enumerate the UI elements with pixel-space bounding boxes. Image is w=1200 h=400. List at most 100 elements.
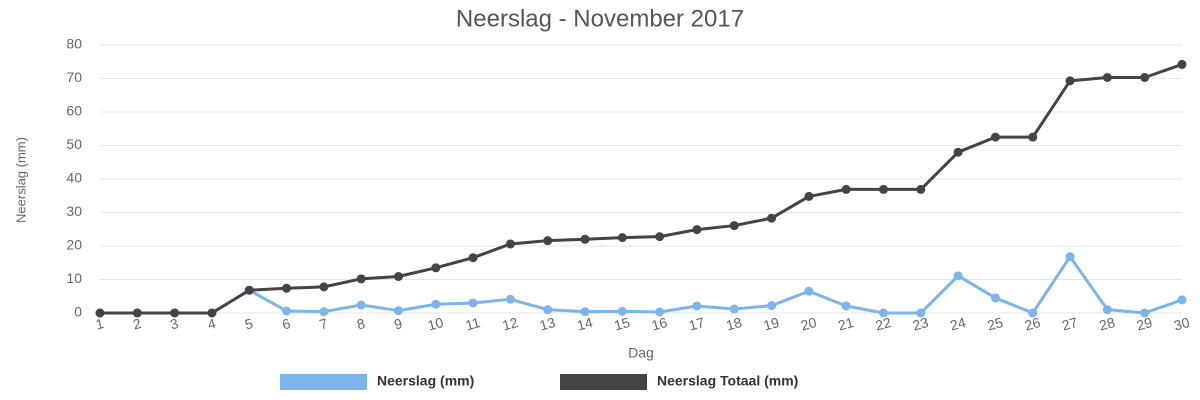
y-tick-label: 80: [66, 36, 82, 52]
x-tick-label: 10: [426, 314, 445, 334]
data-point: [393, 271, 403, 281]
data-point: [655, 232, 665, 242]
data-point: [468, 253, 478, 263]
data-point: [207, 308, 217, 318]
data-point: [804, 286, 814, 296]
legend-symbol[interactable]: [560, 374, 647, 390]
x-tick-label: 5: [243, 315, 255, 333]
data-point: [1140, 72, 1150, 82]
x-tick-label: 18: [724, 314, 743, 334]
data-point: [431, 299, 441, 309]
series-line: [100, 63, 1183, 315]
data-point: [916, 184, 926, 194]
x-tick-label: 28: [1097, 314, 1116, 334]
y-tick-label: 30: [66, 203, 82, 219]
data-point: [1065, 76, 1075, 86]
data-point: [282, 283, 292, 293]
x-tick-label: 29: [1135, 314, 1154, 334]
x-tick-label: 11: [464, 314, 482, 333]
data-point: [543, 236, 553, 246]
x-tick-label: 13: [538, 314, 557, 334]
data-point: [319, 307, 329, 317]
x-tick-label: 3: [168, 315, 180, 333]
data-point: [841, 184, 851, 194]
data-point: [990, 132, 1000, 142]
x-tick-label: 16: [650, 314, 669, 334]
x-tick-label: 4: [206, 315, 218, 333]
x-tick-label: 30: [1172, 314, 1191, 334]
data-point: [655, 307, 665, 317]
data-point: [244, 285, 254, 295]
data-point: [468, 298, 478, 308]
data-point: [916, 308, 926, 318]
data-point: [282, 306, 292, 316]
data-point: [841, 301, 851, 311]
data-point: [1140, 308, 1150, 318]
data-point: [804, 191, 814, 201]
x-tick-label: 20: [799, 314, 818, 334]
data-point: [393, 306, 403, 316]
data-point: [1028, 132, 1038, 142]
chart-title: Neerslag - November 2017: [456, 5, 744, 32]
legend-label[interactable]: Neerslag Totaal (mm): [657, 373, 798, 389]
data-point: [729, 221, 739, 231]
series-line: [100, 255, 1183, 315]
data-point: [692, 301, 702, 311]
x-tick-label: 23: [911, 314, 930, 334]
data-point: [1102, 305, 1112, 315]
data-point: [953, 271, 963, 281]
legend-label[interactable]: Neerslag (mm): [377, 373, 474, 389]
x-tick-label: 12: [500, 314, 519, 334]
data-point: [132, 308, 142, 318]
data-point: [767, 301, 777, 311]
data-point: [1177, 295, 1187, 305]
x-tick-label: 15: [612, 314, 631, 334]
data-point: [1065, 252, 1075, 262]
data-point: [170, 308, 180, 318]
data-point: [617, 306, 627, 316]
x-tick-label: 19: [762, 314, 781, 334]
x-tick-label: 9: [392, 315, 404, 333]
x-tick-label: 1: [94, 315, 106, 333]
x-tick-label: 14: [575, 314, 594, 334]
data-point: [1102, 72, 1112, 82]
data-point: [729, 304, 739, 314]
y-tick-label: 60: [66, 103, 82, 119]
data-point: [543, 305, 553, 315]
x-tick-label: 17: [687, 314, 706, 334]
data-point: [767, 213, 777, 223]
data-point: [580, 307, 590, 317]
x-tick-label: 26: [1023, 314, 1042, 334]
data-point: [1028, 308, 1038, 318]
x-tick-label: 6: [280, 315, 292, 333]
data-point: [356, 300, 366, 310]
y-axis-title: Neerslag (mm): [13, 137, 28, 223]
x-tick-label: 21: [836, 314, 855, 334]
y-tick-label: 40: [66, 170, 82, 186]
x-tick-label: 7: [318, 315, 330, 333]
data-point: [505, 294, 515, 304]
data-point: [990, 293, 1000, 303]
data-point: [95, 308, 105, 318]
data-point: [953, 147, 963, 157]
x-tick-label: 24: [948, 314, 967, 334]
x-tick-label: 2: [131, 315, 143, 333]
y-tick-label: 50: [66, 136, 82, 152]
data-point: [617, 233, 627, 243]
data-point: [431, 263, 441, 273]
data-point: [356, 274, 366, 284]
data-point: [879, 308, 889, 318]
data-point: [319, 282, 329, 292]
x-tick-label: 22: [874, 314, 893, 334]
data-point: [692, 225, 702, 235]
legend-symbol[interactable]: [280, 374, 367, 390]
data-point: [879, 184, 889, 194]
y-tick-label: 20: [66, 237, 82, 253]
x-axis-title: Dag: [628, 345, 654, 361]
y-tick-label: 10: [66, 270, 82, 286]
data-point: [505, 239, 515, 249]
x-tick-label: 8: [355, 315, 367, 333]
x-tick-label: 25: [986, 314, 1005, 334]
data-point: [1177, 59, 1187, 69]
